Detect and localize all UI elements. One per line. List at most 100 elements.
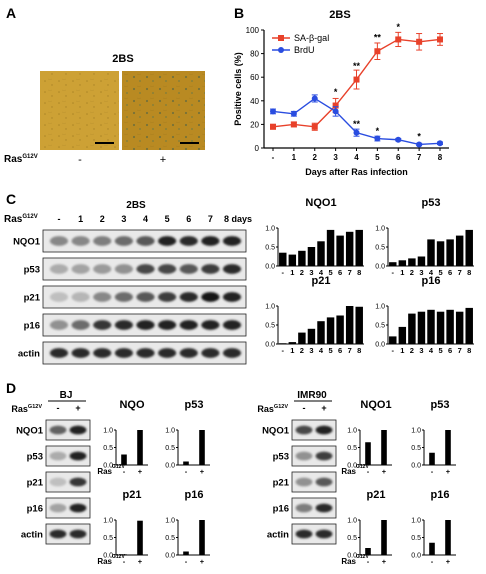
y-tick-label: 20 (250, 120, 259, 129)
bar-y-tick-label: 0.5 (165, 535, 175, 542)
bar (288, 254, 297, 266)
bar-chart: p16 0.0 0.5 1.0 - + (165, 489, 210, 566)
blot-band (295, 425, 313, 435)
blot-row-label: NQO1 (262, 426, 290, 437)
data-point (416, 141, 423, 148)
blot-band (71, 348, 90, 358)
data-point (270, 108, 276, 115)
bar (408, 313, 416, 344)
bar-x-tick-label: 5 (438, 268, 442, 277)
blot-band (158, 264, 177, 274)
bar-y-tick-label: 1.0 (265, 226, 275, 233)
bar-x-tick-label: 8 (467, 346, 471, 355)
bar-x-tick-label: 1 (290, 346, 294, 355)
blot-band (49, 320, 69, 330)
bar-y-tick-label: 0.0 (103, 463, 113, 470)
bar-chart: p53 0.0 0.5 1.0 - 1 2 3 4 5 6 7 8 (375, 197, 474, 277)
ras-label: RasG12V (11, 404, 42, 414)
panel-a-title: 2BS (112, 53, 133, 65)
bar-y-tick-label: 1.0 (375, 304, 385, 311)
bar-chart: NQO1 0.0 0.5 1.0 - + Ras G12V (341, 399, 392, 476)
bar-x-tick-label: 2 (410, 346, 414, 355)
bar (417, 311, 426, 344)
bar-chart: p21 0.0 0.5 1.0 - + Ras G12V (341, 489, 392, 566)
bar (199, 430, 205, 465)
bar-x-tick-label: - (392, 346, 395, 355)
blot-band (315, 477, 333, 487)
bar-x-tick-label: + (200, 557, 205, 566)
bar-y-tick-label: 0.5 (375, 245, 385, 252)
bar-x-tick-label: 5 (438, 346, 442, 355)
bar-x-tick-label: - (282, 268, 285, 277)
blot-row-label: p21 (273, 478, 290, 489)
blot-band (179, 348, 198, 358)
blot-band (179, 264, 198, 274)
bar (288, 342, 297, 344)
significance-marker: * (334, 87, 338, 97)
bar-y-tick-label: 1.0 (103, 518, 113, 525)
blot-band (295, 477, 313, 487)
bar-y-tick-label: 0.0 (375, 264, 385, 271)
bar-y-tick-label: 0.0 (165, 553, 175, 560)
blot-band (93, 348, 112, 358)
bar-x-tick-label: 3 (309, 268, 313, 277)
panel-d-letter: D (6, 380, 16, 396)
bar (137, 520, 143, 555)
bar-x-tick-label: 4 (319, 346, 324, 355)
y-tick-label: 100 (246, 26, 260, 35)
bar-x-tick-label: + (446, 557, 451, 566)
bar-x-tick-label: 5 (328, 346, 332, 355)
blot-row-label: p21 (24, 293, 41, 304)
bar-y-tick-label: 0.0 (411, 463, 421, 470)
blot-row-label: p53 (273, 452, 289, 463)
bar-x-tick-label: - (392, 268, 395, 277)
bar-y-tick-label: 0.5 (265, 245, 275, 252)
bar-chart-title: p53 (185, 399, 204, 411)
data-point (374, 135, 381, 142)
bar (429, 542, 435, 555)
lane-label: 7 (208, 214, 213, 224)
y-tick-label: 60 (250, 73, 259, 82)
blot-band (158, 320, 177, 330)
bar (389, 336, 397, 344)
bar-y-tick-label: 0.5 (103, 535, 113, 542)
data-point (374, 48, 381, 55)
bar (455, 311, 464, 344)
blot-band (136, 236, 155, 246)
blot-band (49, 348, 69, 358)
bar-y-tick-label: 1.0 (165, 428, 175, 435)
bar (326, 317, 335, 344)
blot-band (179, 320, 198, 330)
data-point (416, 38, 423, 45)
x-tick-label: 7 (417, 153, 422, 162)
bar-x-tick-label: 2 (410, 268, 414, 277)
bar (199, 520, 205, 555)
bar-x-tick-label: 8 (357, 346, 361, 355)
bar-ras-label: Ras (97, 467, 112, 476)
bar (326, 229, 335, 266)
bar-chart: p53 0.0 0.5 1.0 - + (411, 399, 456, 476)
blot-band (315, 503, 333, 513)
blot-band (49, 477, 67, 487)
bar-y-tick-label: 0.0 (411, 553, 421, 560)
blot-strip (45, 471, 91, 493)
blot-row-label: actin (267, 530, 289, 541)
bar (183, 461, 189, 465)
bar (355, 306, 363, 344)
bar (436, 241, 445, 266)
blot-band (315, 529, 333, 539)
bar (465, 229, 473, 266)
blot-band (71, 292, 90, 302)
blot-row-label: p53 (27, 452, 43, 463)
bar (446, 309, 454, 344)
blot-band (201, 320, 220, 330)
bar-chart: p21 0.0 0.5 1.0 - 1 2 3 4 5 6 7 8 (265, 275, 364, 355)
bar-ras-sup: G12V (356, 554, 369, 560)
bar-chart-title: p53 (431, 399, 450, 411)
bar-x-tick-label: 6 (338, 268, 342, 277)
bar-chart-title: p16 (185, 489, 204, 501)
bar-x-tick-label: - (123, 557, 126, 566)
blot-band (136, 292, 155, 302)
